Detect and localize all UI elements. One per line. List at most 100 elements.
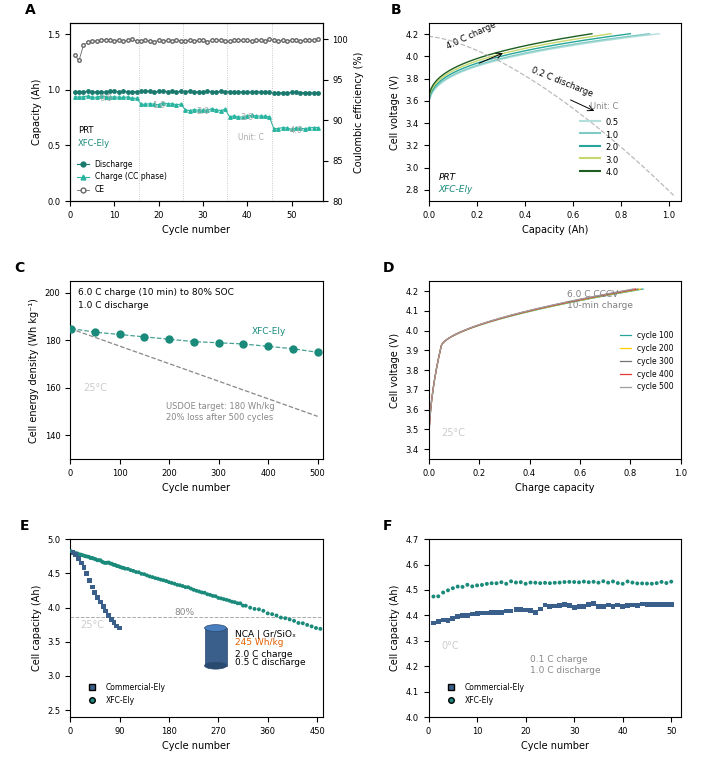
cycle 300 xyxy=(634,284,642,294)
Y-axis label: Cell capacity (Ah): Cell capacity (Ah) xyxy=(390,585,400,672)
Text: D: D xyxy=(383,261,395,275)
XFC-Ely xyxy=(174,579,185,591)
cycle 500 xyxy=(544,301,552,311)
Commercial-Ely xyxy=(588,598,600,610)
Text: Unit: C: Unit: C xyxy=(239,133,265,142)
Text: 4.0: 4.0 xyxy=(289,126,303,135)
XFC-Ely xyxy=(549,577,560,589)
XFC-Ely xyxy=(152,573,164,585)
cycle 100 xyxy=(424,449,432,458)
XFC-Ely xyxy=(258,604,269,617)
Commercial-Ely xyxy=(496,606,507,618)
XFC-Ely xyxy=(136,567,147,580)
Text: 6.0 C charge (10 min) to 80% SOC: 6.0 C charge (10 min) to 80% SOC xyxy=(78,288,234,298)
Text: 0.1 C charge
1.0 C discharge: 0.1 C charge 1.0 C discharge xyxy=(529,655,600,675)
XFC-Ely xyxy=(166,577,178,589)
XFC-Ely xyxy=(110,559,121,571)
Text: 0.5: 0.5 xyxy=(99,94,112,103)
Text: PRT: PRT xyxy=(439,173,456,182)
XFC-Ely xyxy=(207,590,218,602)
Line: cycle 400: cycle 400 xyxy=(428,289,635,453)
XFC-Ely xyxy=(310,622,322,635)
Commercial-Ely xyxy=(656,598,667,611)
XFC-Ely xyxy=(597,575,609,588)
X-axis label: Cycle number: Cycle number xyxy=(521,741,589,751)
XFC-Ely xyxy=(651,577,662,589)
Text: A: A xyxy=(25,3,36,17)
XFC-Ely xyxy=(244,601,256,614)
Text: 3.0: 3.0 xyxy=(241,113,254,123)
Commercial-Ely xyxy=(467,608,478,620)
XFC-Ely xyxy=(314,623,326,635)
XFC-Ely xyxy=(86,552,98,564)
cycle 400 xyxy=(463,325,471,334)
XFC-Ely xyxy=(574,576,585,588)
Commercial-Ely xyxy=(432,615,444,628)
XFC-Ely xyxy=(116,561,127,574)
Y-axis label: Cell capacity (Ah): Cell capacity (Ah) xyxy=(32,585,41,672)
XFC-Ely xyxy=(128,564,139,577)
Text: 25°C: 25°C xyxy=(441,428,465,438)
XFC-Ely xyxy=(602,577,614,589)
Text: 25°C: 25°C xyxy=(80,620,105,630)
cycle 400 xyxy=(505,311,514,321)
XFC-Ely xyxy=(627,577,638,589)
XFC-Ely xyxy=(520,577,531,590)
XFC-Ely xyxy=(472,579,483,591)
Commercial-Ely xyxy=(447,612,458,625)
Commercial-Ely xyxy=(622,599,633,611)
XFC-Ely xyxy=(91,554,102,567)
cycle 500 xyxy=(451,330,459,339)
Text: XFC-Ely: XFC-Ely xyxy=(439,185,473,194)
Commercial-Ely xyxy=(73,552,84,564)
Commercial-Ely xyxy=(564,599,575,611)
XFC-Ely xyxy=(564,576,575,588)
XFC-Ely xyxy=(505,575,517,588)
cycle 200 xyxy=(529,305,538,315)
cycle 200 xyxy=(599,291,607,301)
Text: C: C xyxy=(15,261,25,275)
Text: 2.0 C charge: 2.0 C charge xyxy=(234,650,292,658)
XFC-Ely xyxy=(467,581,478,593)
cycle 300 xyxy=(625,286,634,295)
XFC-Ely xyxy=(213,591,224,604)
Commercial-Ely xyxy=(98,600,109,612)
XFC-Ely xyxy=(180,581,191,594)
Commercial-Ely xyxy=(481,607,492,619)
XFC-Ely xyxy=(80,550,91,562)
XFC-Ely xyxy=(234,598,246,610)
Commercial-Ely xyxy=(100,604,112,617)
Text: 0°C: 0°C xyxy=(441,641,459,651)
Line: cycle 300: cycle 300 xyxy=(428,289,638,453)
XFC-Ely xyxy=(515,576,526,588)
XFC-Ely xyxy=(227,595,238,608)
XFC-Ely xyxy=(539,577,550,589)
XFC-Ely xyxy=(530,577,541,589)
XFC-Ely xyxy=(84,550,95,563)
XFC-Ely xyxy=(253,603,265,615)
cycle 200 xyxy=(636,284,644,294)
Commercial-Ely xyxy=(637,598,648,611)
Commercial-Ely xyxy=(632,600,643,612)
Commercial-Ely xyxy=(501,605,512,618)
XFC-Ely xyxy=(204,589,216,601)
XFC-Ely xyxy=(428,591,439,603)
Commercial-Ely xyxy=(539,599,550,611)
cycle 300 xyxy=(475,321,484,330)
XFC-Ely xyxy=(607,575,618,588)
X-axis label: Cycle number: Cycle number xyxy=(162,483,230,493)
XFC-Ely xyxy=(103,557,114,569)
Legend: cycle 100, cycle 200, cycle 300, cycle 400, cycle 500: cycle 100, cycle 200, cycle 300, cycle 4… xyxy=(617,328,677,395)
Y-axis label: Coulombic efficiency (%): Coulombic efficiency (%) xyxy=(354,52,364,173)
Text: USDOE target: 180 Wh/kg
20% loss after 500 cycles: USDOE target: 180 Wh/kg 20% loss after 5… xyxy=(166,402,274,422)
Commercial-Ely xyxy=(491,606,502,618)
XFC-Ely xyxy=(177,580,188,592)
Text: 1.0: 1.0 xyxy=(605,131,618,140)
Line: cycle 500: cycle 500 xyxy=(428,289,633,453)
Commercial-Ely xyxy=(92,591,103,604)
Commercial-Ely xyxy=(84,574,95,586)
XFC-Ely xyxy=(168,577,180,590)
Commercial-Ely xyxy=(520,604,531,616)
Commercial-Ely xyxy=(544,600,555,612)
XFC-Ely xyxy=(452,581,463,593)
